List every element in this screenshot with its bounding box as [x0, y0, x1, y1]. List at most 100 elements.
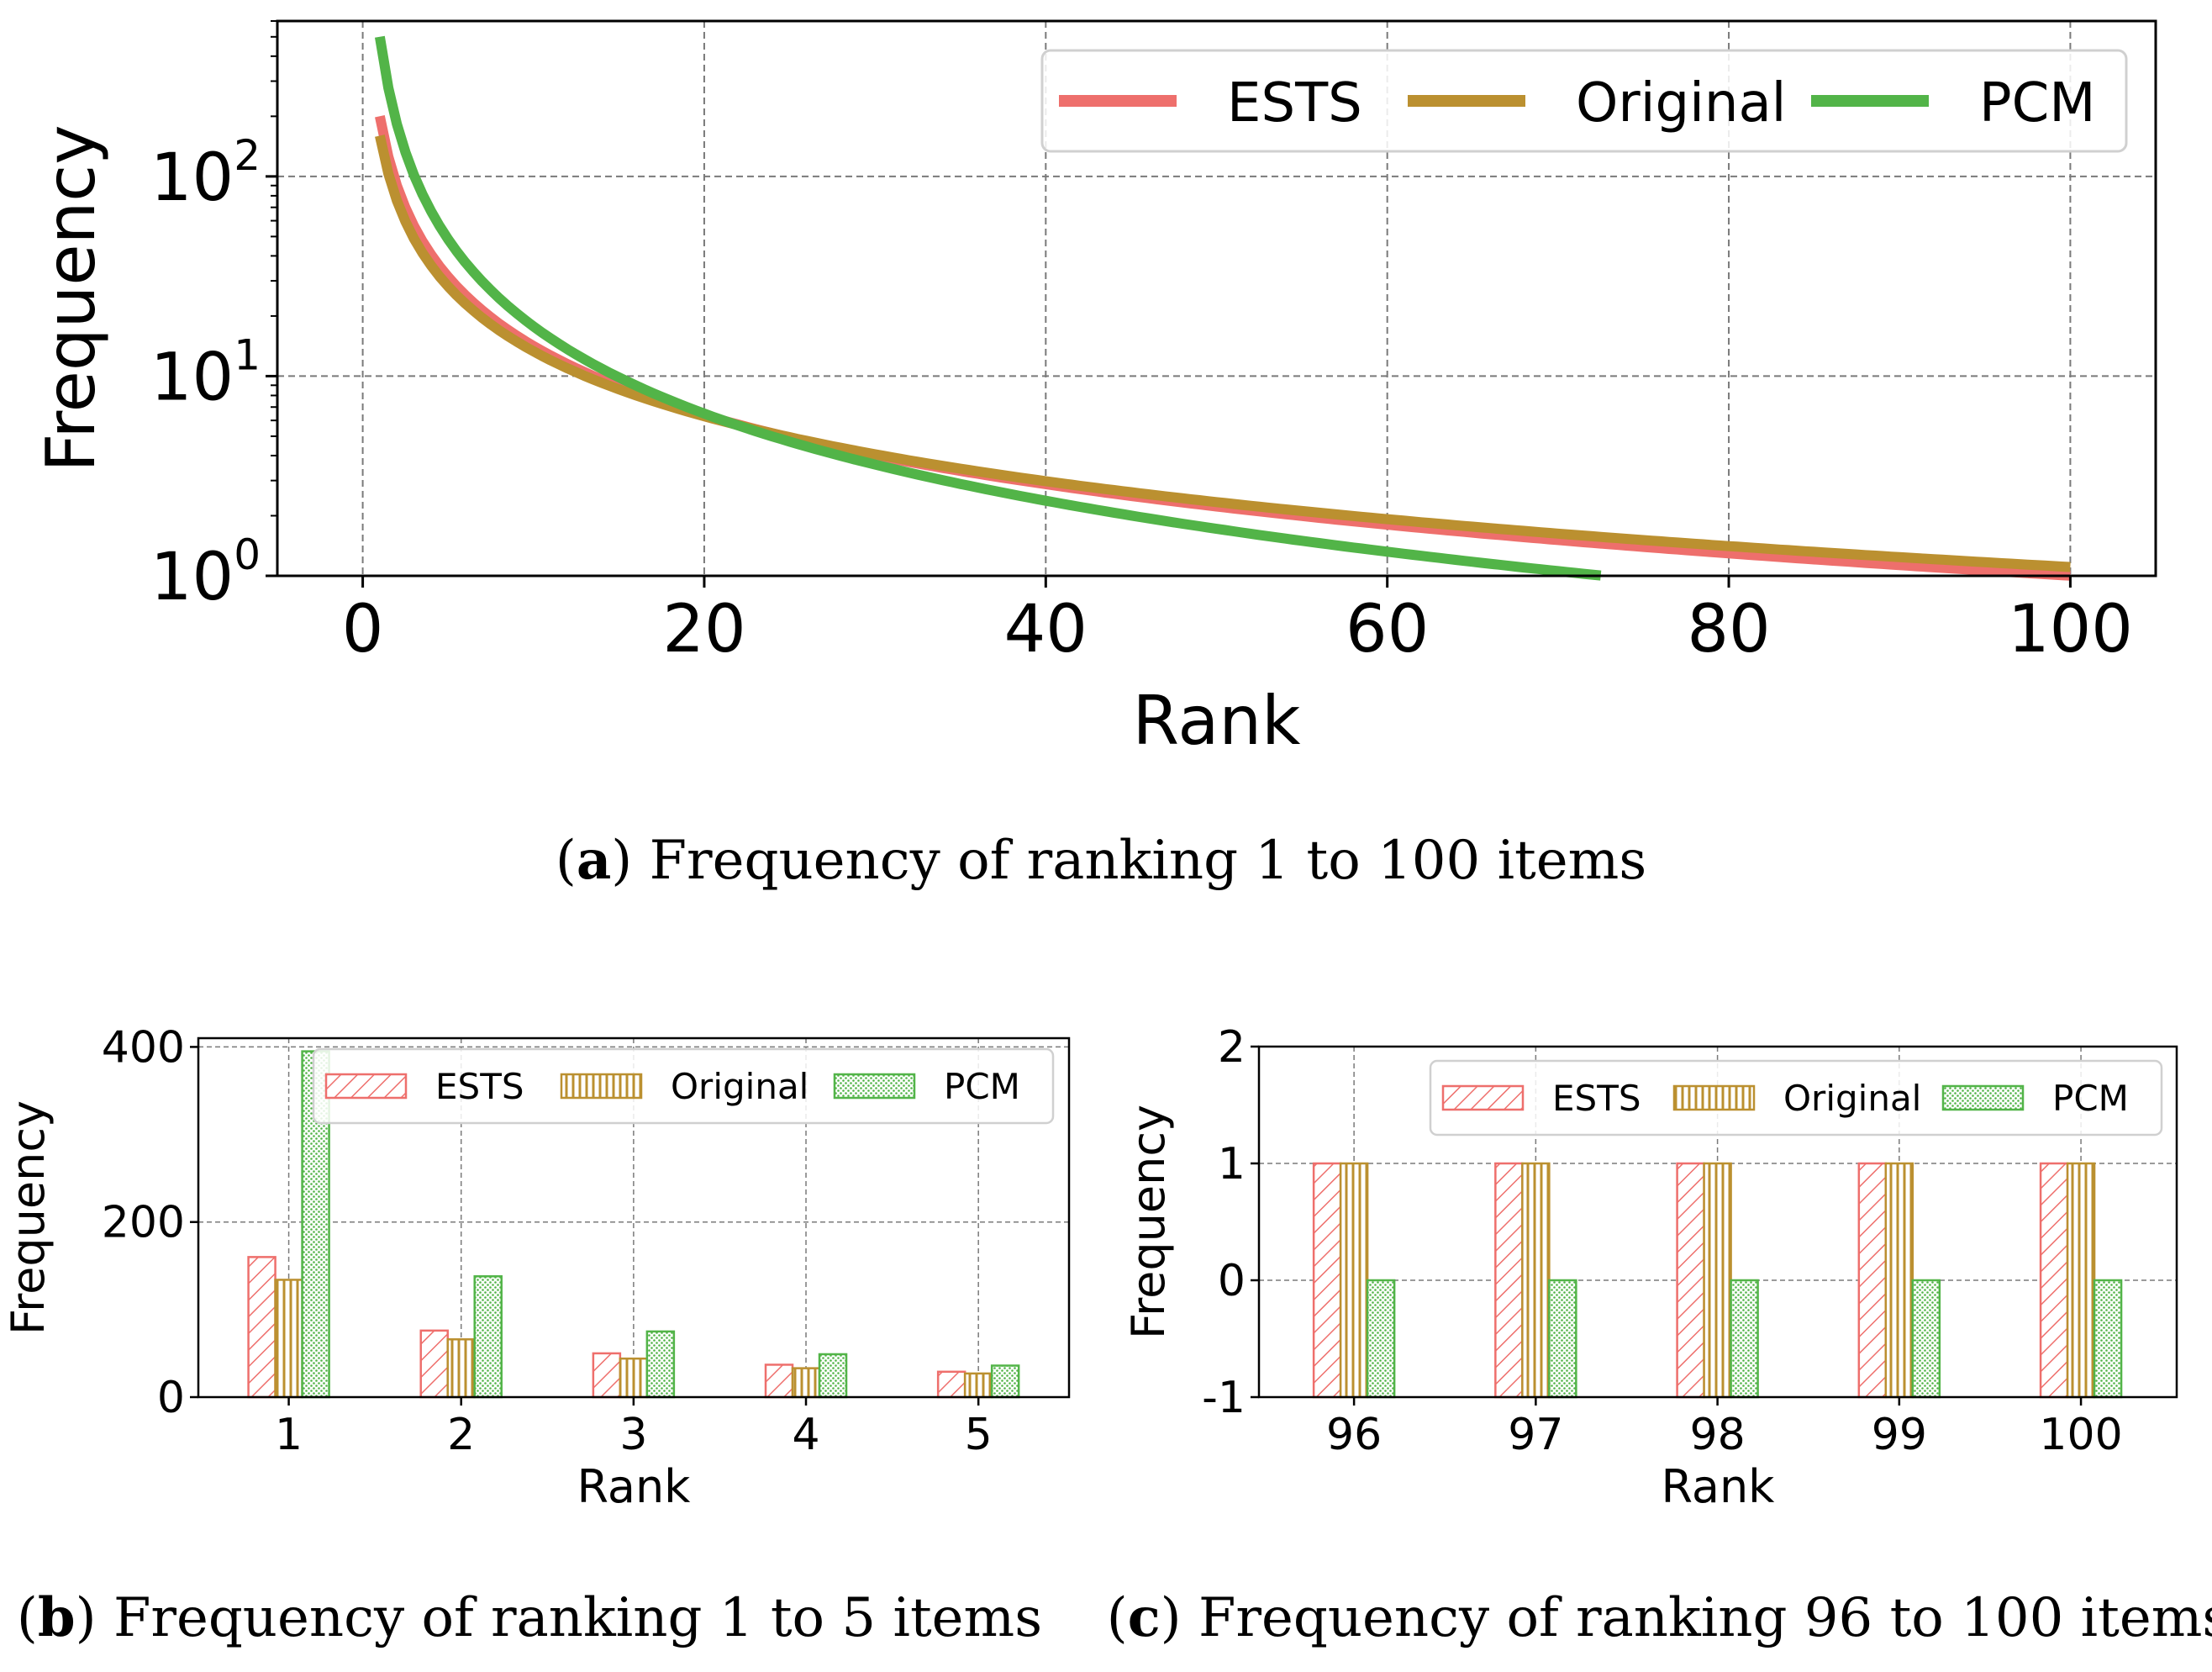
chart-c-y-tick-label: -1	[1202, 1373, 1246, 1423]
chart-b-legend-label-pcm: PCM	[944, 1066, 1020, 1107]
chart-c-bar-ests	[2039, 1162, 2069, 1399]
chart-c-bar-ests	[1676, 1162, 1705, 1399]
chart-b-x-axis-label: Rank	[577, 1460, 692, 1513]
a-y-tick-base: 10	[150, 140, 234, 216]
chart-b-bar-original	[963, 1372, 993, 1399]
chart-b-bar-original	[791, 1367, 821, 1399]
caption-b-text: Frequency of ranking 1 to 5 items	[97, 1587, 1042, 1649]
a-legend-label-pcm: PCM	[1979, 72, 2096, 134]
chart-b-x-tick-label: 3	[619, 1410, 647, 1460]
a-y-tick-label: 101	[150, 330, 261, 415]
chart-b-bar-pcm	[818, 1353, 848, 1399]
a-legend-label-original: Original	[1576, 72, 1786, 134]
chart-b-legend-box	[312, 1047, 1055, 1125]
chart-b-y-tick-label: 200	[102, 1198, 185, 1248]
chart-c-y-tick-label: 2	[1218, 1022, 1246, 1073]
caption-b-label: b	[38, 1586, 76, 1649]
chart-c-x-tick-label: 97	[1508, 1410, 1563, 1460]
caption-c: (c) Frequency of ranking 96 to 100 items	[1107, 1586, 2212, 1649]
chart-c-bar-original	[2066, 1162, 2096, 1399]
a-y-axis-label: Frequency	[32, 124, 110, 472]
caption-b: (b) Frequency of ranking 1 to 5 items	[17, 1586, 1042, 1649]
a-y-tick-base: 10	[150, 540, 234, 615]
panel-c-bar-chart: 96 97 98 99 100 -1 0 1 2 Rank Frequency ESTS Origina…	[1122, 1022, 2178, 1513]
chart-c-bar-pcm	[1548, 1279, 1577, 1399]
chart-b-legend-swatch-pcm	[833, 1073, 916, 1100]
chart-b-bar-pcm	[645, 1330, 676, 1399]
chart-c-bar-original	[1339, 1162, 1369, 1399]
chart-b-x-tick-label: 4	[792, 1410, 819, 1460]
chart-b-bar-ests	[419, 1329, 449, 1399]
chart-c-y-axis-label: Frequency	[1122, 1105, 1175, 1339]
a-line-original	[375, 134, 2071, 572]
caption-a: (a) Frequency of ranking 1 to 100 items	[556, 829, 1646, 892]
chart-b-bar-ests	[247, 1256, 276, 1399]
caption-c-label: c	[1128, 1586, 1161, 1649]
chart-b-bar-original	[446, 1338, 476, 1399]
chart-c-x-tick-label: 100	[2039, 1410, 2122, 1460]
chart-c-bar-original	[1703, 1162, 1732, 1399]
chart-b-y-tick-label: 400	[102, 1022, 185, 1073]
chart-b-y-axis-label: Frequency	[2, 1100, 55, 1335]
chart-c-legend-label-ests: ESTS	[1552, 1078, 1641, 1119]
chart-c-bar-original	[1884, 1162, 1914, 1399]
chart-c-bar-ests	[1494, 1162, 1524, 1399]
chart-b-bar-original	[619, 1357, 649, 1399]
chart-c-legend-box	[1429, 1059, 2163, 1137]
chart-c-y-tick-label: 0	[1218, 1256, 1246, 1306]
chart-c-legend-label-original: Original	[1783, 1078, 1921, 1119]
chart-b-legend-swatch-ests	[324, 1073, 408, 1100]
a-line-pcm	[374, 35, 1602, 581]
a-x-tick-label: 80	[1687, 592, 1770, 667]
caption-a-text: Frequency of ranking 1 to 100 items	[632, 830, 1646, 892]
a-y-tick-exponent: 1	[234, 330, 261, 379]
chart-c-bar-ests	[1857, 1162, 1888, 1399]
chart-b-legend-swatch-original	[560, 1073, 643, 1100]
chart-b-x-tick-label: 2	[447, 1410, 475, 1460]
chart-b-bar-original	[274, 1279, 303, 1399]
chart-c-y-tick-label: 1	[1218, 1139, 1246, 1189]
a-y-tick-label: 100	[150, 530, 261, 615]
a-x-tick-label: 20	[662, 592, 745, 667]
chart-c-legend-swatch-original	[1672, 1084, 1756, 1111]
chart-c-x-tick-label: 99	[1872, 1410, 1927, 1460]
chart-c-bar-pcm	[1366, 1279, 1396, 1399]
a-x-tick-label: 40	[1004, 592, 1088, 667]
chart-c-bar-pcm	[1730, 1279, 1759, 1399]
chart-b-x-tick-label: 5	[965, 1410, 993, 1460]
a-legend: ESTS Original PCM	[1040, 49, 2128, 153]
chart-b-legend-label-ests: ESTS	[435, 1066, 524, 1107]
chart-b-x-tick-label: 1	[275, 1410, 303, 1460]
chart-c-x-axis-label: Rank	[1662, 1460, 1776, 1513]
a-y-tick-base: 10	[150, 340, 234, 415]
a-legend-label-ests: ESTS	[1227, 72, 1362, 134]
chart-c-bar-original	[1521, 1162, 1551, 1399]
chart-c-x-tick-label: 98	[1690, 1410, 1746, 1460]
a-x-tick-label: 60	[1346, 592, 1429, 667]
chart-c-bar-pcm	[2093, 1279, 2123, 1399]
chart-c-bar-pcm	[1911, 1279, 1941, 1399]
chart-c-legend-swatch-ests	[1441, 1084, 1525, 1111]
caption-c-text: Frequency of ranking 96 to 100 items	[1182, 1587, 2212, 1649]
chart-b-y-tick-label: 0	[157, 1373, 185, 1423]
a-y-tick-exponent: 0	[234, 530, 261, 579]
a-y-tick-label: 102	[150, 131, 261, 216]
chart-c-legend-swatch-pcm	[1941, 1084, 2025, 1111]
caption-a-label: a	[577, 829, 611, 892]
chart-c-bar-ests	[1312, 1162, 1342, 1399]
a-plot-frame	[276, 19, 2157, 578]
chart-c-x-tick-label: 96	[1326, 1410, 1382, 1460]
a-x-tick-label: 100	[2008, 592, 2133, 667]
chart-b-bar-ests	[764, 1363, 794, 1399]
a-legend-box	[1040, 49, 2128, 153]
chart-b-bar-pcm	[473, 1275, 503, 1399]
chart-c-legend-label-pcm: PCM	[2052, 1078, 2129, 1119]
chart-b-bar-pcm	[990, 1364, 1020, 1399]
chart-b-legend-label-original: Original	[671, 1066, 808, 1107]
a-x-tick-label: 0	[342, 592, 384, 667]
chart-b-bar-ests	[592, 1352, 622, 1399]
panel-b-bar-chart: 1 2 3 4 5 0 200 400 Rank Frequency ESTS Original PCM	[2, 1022, 1071, 1513]
